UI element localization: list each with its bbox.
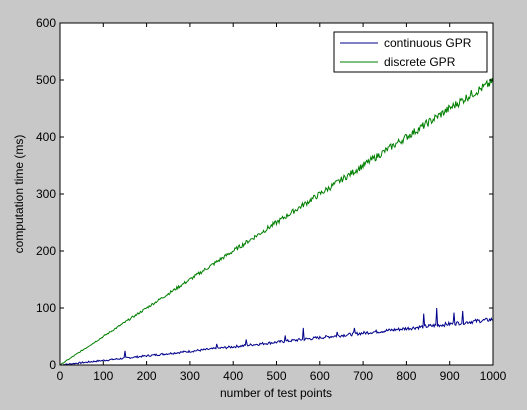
y-tick-label: 100 bbox=[36, 301, 56, 315]
y-axis-label: computation time (ms) bbox=[12, 135, 26, 254]
x-tick-label: 800 bbox=[396, 369, 416, 383]
series-line-continuous-gpr bbox=[59, 307, 494, 366]
series-line-discrete-gpr bbox=[59, 78, 494, 366]
series-layer bbox=[59, 78, 494, 366]
x-tick-label: 300 bbox=[180, 369, 200, 383]
x-tick-label: 100 bbox=[93, 369, 113, 383]
x-tick-label: 600 bbox=[310, 369, 330, 383]
y-tick-label: 0 bbox=[49, 358, 56, 372]
x-tick-label: 900 bbox=[440, 369, 460, 383]
x-tick-label: 1000 bbox=[480, 369, 507, 383]
x-tick-label: 0 bbox=[57, 369, 64, 383]
legend-box bbox=[333, 31, 488, 73]
x-tick-label: 200 bbox=[137, 369, 157, 383]
x-axis-label: number of test points bbox=[220, 386, 332, 400]
x-tick-label: 700 bbox=[353, 369, 373, 383]
y-axis-ticks: 0 100 200 300 400 500 600 bbox=[36, 16, 493, 372]
x-tick-label: 500 bbox=[266, 369, 286, 383]
y-tick-label: 500 bbox=[36, 73, 56, 87]
y-tick-label: 300 bbox=[36, 187, 56, 201]
legend: continuous GPR discrete GPR bbox=[333, 31, 488, 73]
y-tick-label: 600 bbox=[36, 16, 56, 30]
x-axis-ticks: 0 100 200 300 400 500 600 700 800 900 1000 bbox=[57, 23, 507, 383]
legend-label-continuous: continuous GPR bbox=[384, 36, 472, 50]
x-tick-label: 400 bbox=[223, 369, 243, 383]
y-tick-label: 400 bbox=[36, 130, 56, 144]
legend-label-discrete: discrete GPR bbox=[384, 55, 456, 69]
y-tick-label: 200 bbox=[36, 244, 56, 258]
plot-area bbox=[60, 23, 493, 365]
